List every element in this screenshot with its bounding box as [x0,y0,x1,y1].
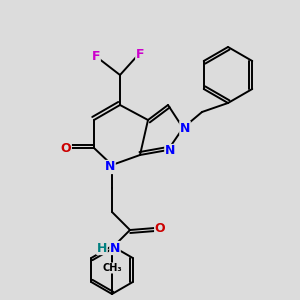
Text: CH₃: CH₃ [102,263,122,273]
Text: N: N [165,145,175,158]
Text: N: N [110,242,120,254]
Text: H: H [97,242,107,254]
Text: O: O [61,142,71,154]
Text: O: O [155,221,165,235]
Text: F: F [136,47,144,61]
Text: N: N [105,160,115,173]
Text: N: N [180,122,190,134]
Text: F: F [92,50,100,64]
